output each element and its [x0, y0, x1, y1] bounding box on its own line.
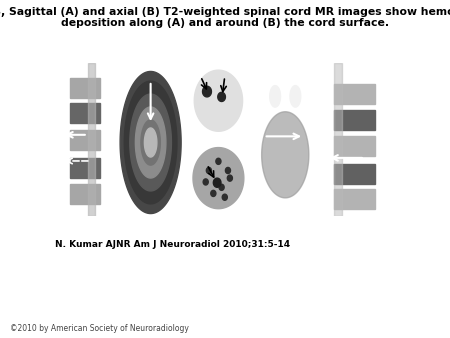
Polygon shape	[194, 70, 243, 131]
Bar	[334, 84, 375, 104]
Polygon shape	[207, 167, 212, 173]
Polygon shape	[124, 81, 177, 204]
Polygon shape	[225, 167, 230, 173]
Text: B: B	[119, 200, 125, 209]
Text: AJNR: AJNR	[274, 277, 365, 308]
Bar	[334, 189, 375, 209]
Polygon shape	[270, 86, 280, 107]
Polygon shape	[193, 148, 244, 209]
Polygon shape	[216, 158, 221, 164]
Bar	[70, 130, 100, 150]
Polygon shape	[120, 71, 181, 214]
Polygon shape	[219, 184, 224, 190]
Polygon shape	[135, 107, 166, 178]
Bar	[334, 136, 375, 156]
Polygon shape	[203, 179, 208, 185]
Polygon shape	[130, 94, 171, 191]
Polygon shape	[211, 190, 216, 196]
Bar	[334, 110, 375, 130]
Bar	[334, 164, 375, 184]
Polygon shape	[144, 128, 157, 157]
Text: AMERICAN JOURNAL OF NEURORADIOLOGY: AMERICAN JOURNAL OF NEURORADIOLOGY	[299, 308, 392, 311]
Polygon shape	[261, 112, 309, 198]
Polygon shape	[202, 86, 211, 97]
Polygon shape	[213, 178, 221, 187]
Text: E: E	[254, 200, 260, 209]
Bar	[70, 184, 100, 204]
Bar	[334, 63, 342, 216]
Text: A: A	[57, 200, 64, 209]
Text: F: F	[323, 200, 328, 209]
Polygon shape	[227, 175, 232, 181]
Bar	[88, 63, 95, 216]
Polygon shape	[141, 120, 160, 165]
Text: N. Kumar AJNR Am J Neuroradiol 2010;31:5-14: N. Kumar AJNR Am J Neuroradiol 2010;31:5…	[55, 240, 290, 249]
Bar	[70, 78, 100, 98]
Text: A and B, Sagittal (A) and axial (B) T2-weighted spinal cord MR images show hemos: A and B, Sagittal (A) and axial (B) T2-w…	[0, 7, 450, 17]
Text: D: D	[189, 203, 196, 213]
Text: C: C	[189, 126, 195, 135]
Polygon shape	[222, 194, 227, 200]
Bar	[70, 158, 100, 178]
Text: ©2010 by American Society of Neuroradiology: ©2010 by American Society of Neuroradiol…	[10, 324, 189, 334]
Polygon shape	[218, 92, 225, 101]
Text: deposition along (A) and around (B) the cord surface.: deposition along (A) and around (B) the …	[61, 18, 389, 28]
Bar	[70, 102, 100, 122]
Polygon shape	[290, 86, 301, 107]
